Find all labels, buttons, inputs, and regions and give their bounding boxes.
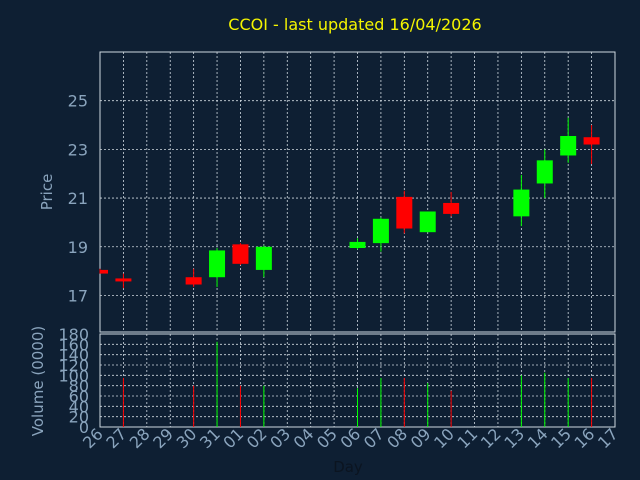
price-tick-label: 23 — [68, 140, 88, 159]
volume-axis-label: Volume (0000) — [29, 326, 47, 436]
candle-body — [372, 218, 389, 244]
chart-title: CCOI - last updated 16/04/2026 — [228, 15, 481, 34]
price-tick-label: 25 — [68, 92, 88, 111]
candle-body — [185, 277, 202, 285]
candle-body — [443, 202, 460, 214]
candle-body — [583, 137, 600, 145]
candle-body — [232, 244, 249, 264]
candle-body — [536, 160, 553, 184]
volume-tick-label: 80 — [69, 377, 89, 396]
volume-tick-label: 20 — [69, 408, 89, 427]
volume-tick-label: 100 — [58, 366, 89, 385]
price-panel-frame — [99, 51, 616, 333]
price-tick-label: 19 — [68, 238, 88, 257]
candle-body — [349, 241, 366, 248]
volume-tick-label: 60 — [69, 387, 89, 406]
volume-tick-label: 40 — [69, 397, 89, 416]
candle-body — [513, 189, 530, 217]
candle-body — [560, 136, 577, 156]
price-axis-label: Price — [38, 174, 56, 211]
candle-body — [115, 278, 132, 282]
candle-body — [100, 269, 108, 274]
price-tick-label: 17 — [68, 286, 88, 305]
price-tick-label: 21 — [68, 189, 88, 208]
x-axis-label: Day — [333, 458, 363, 476]
candle-body — [396, 196, 413, 229]
candle-body — [255, 246, 272, 270]
volume-tick-label: 180 — [58, 325, 89, 344]
volume-tick-label: 120 — [58, 356, 89, 375]
candle-body — [209, 250, 226, 278]
volume-tick-label: 0 — [79, 418, 89, 437]
candle-body — [419, 211, 436, 233]
data-marks — [99, 117, 600, 427]
volume-tick-label: 160 — [58, 335, 89, 354]
volume-tick-label: 140 — [58, 346, 89, 365]
